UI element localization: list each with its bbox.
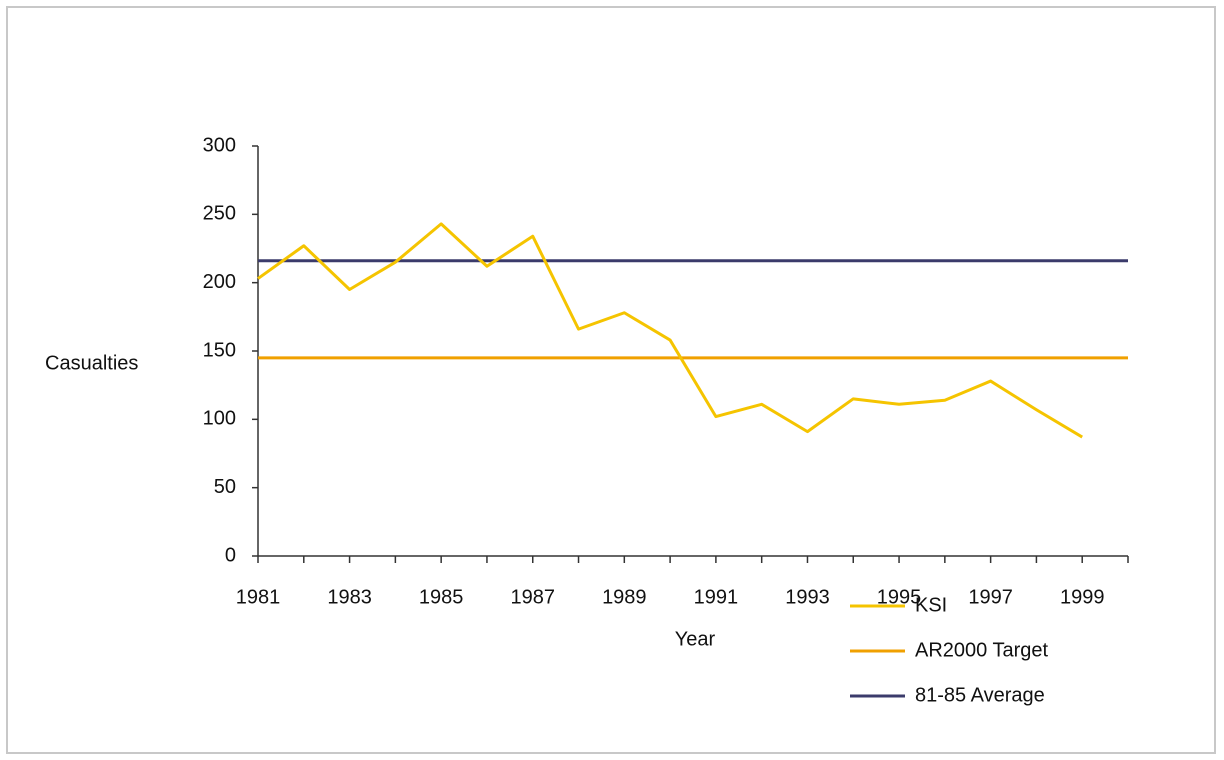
y-axis-label: Casualties xyxy=(45,352,138,374)
x-tick-label: 1993 xyxy=(785,586,830,608)
x-tick-label: 1985 xyxy=(419,586,464,608)
y-tick-label: 200 xyxy=(203,271,236,293)
x-tick-label: 1999 xyxy=(1060,586,1105,608)
y-tick-label: 50 xyxy=(214,476,236,498)
y-tick-label: 100 xyxy=(203,408,236,430)
y-tick-label: 150 xyxy=(203,339,236,361)
x-tick-label: 1981 xyxy=(236,586,281,608)
x-tick-label: 1997 xyxy=(968,586,1013,608)
y-tick-label: 300 xyxy=(203,134,236,156)
x-tick-label: 1987 xyxy=(510,586,555,608)
legend-label: KSI xyxy=(915,594,947,616)
legend-label: AR2000 Target xyxy=(915,639,1049,661)
frame xyxy=(6,6,1216,754)
legend-label: 81-85 Average xyxy=(915,684,1045,706)
x-tick-label: 1983 xyxy=(327,586,372,608)
y-tick-label: 250 xyxy=(203,203,236,225)
series-line xyxy=(257,222,1083,439)
x-tick-label: 1995 xyxy=(877,586,922,608)
x-tick-label: 1989 xyxy=(602,586,647,608)
x-tick-label: 1991 xyxy=(694,586,739,608)
x-axis-label: Year xyxy=(675,628,716,650)
y-tick-label: 0 xyxy=(225,544,236,566)
